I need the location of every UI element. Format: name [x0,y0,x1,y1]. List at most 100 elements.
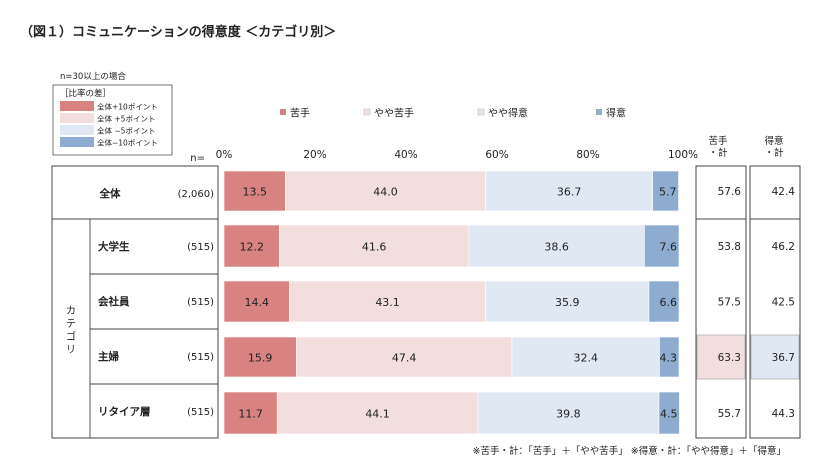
bar-segment [223,336,297,378]
bar-value-label: 5.7 [659,186,677,199]
n-value: (515) [187,407,214,418]
bar-segment [658,391,680,435]
n-value: (515) [187,297,214,308]
bar-value-label: 7.6 [660,241,678,254]
bar-segment [223,224,280,268]
highlight-cell [750,334,800,380]
bar-segment [485,170,653,212]
bar-segment [223,391,278,435]
x-tick-label: 60% [485,149,508,161]
bar-value-label: 47.4 [392,352,417,365]
bar-value-label: 41.6 [362,241,387,254]
bar-segment [223,280,290,323]
diff-legend-label: 全体−10ポイント [97,138,158,148]
bar-value-label: 4.5 [660,408,678,421]
category-label: リタイア層 [98,406,151,418]
bar-value-label: 14.4 [245,296,270,309]
chart-title: （図１）コミュニケーションの得意度 ＜カテゴリ別＞ [20,24,336,40]
x-tick-label: 0% [216,149,233,161]
bar-segment [652,170,679,212]
bar-value-label: 6.6 [660,296,678,309]
series-legend-label: やや得意 [488,107,528,120]
nigate-total-value: 63.3 [718,352,741,364]
diff-legend-label: 全体+10ポイント [97,102,158,112]
bar-value-label: 32.4 [573,352,598,365]
n-axis-label: n= [190,153,205,164]
bar-segment [279,224,470,268]
series-legend-swatch [596,109,602,115]
bar-value-label: 39.8 [556,408,581,421]
n-value: (2,060) [178,189,215,200]
bar-value-label: 11.7 [238,408,263,421]
highlight-cell [696,334,746,380]
bar-value-label: 38.6 [544,241,569,254]
bar-segment [648,280,680,323]
bar-segment [477,391,660,435]
diff-legend-swatch [60,137,94,147]
diff-legend-swatch [60,101,94,111]
series-legend-label: 得意 [606,107,626,120]
bar-segment [223,170,286,212]
diff-legend-title: ［比率の差］ [60,88,111,99]
x-tick-label: 100% [668,149,698,161]
bar-value-label: 12.2 [240,241,265,254]
diff-legend-swatch [60,113,94,123]
bar-segment [285,170,486,212]
tokui-total-header: ・計 [764,147,784,159]
tokui-total-header: 得意 [764,135,783,147]
category-group-label: ゴ [66,330,76,343]
n-value: (515) [187,242,214,253]
bar-segment [511,336,660,378]
bar-value-label: 43.1 [375,296,400,309]
category-group-label: リ [66,345,76,356]
nigate-column-frame [695,165,747,439]
bar-value-label: 44.0 [373,186,398,199]
series-legend-label: 苦手 [290,107,310,120]
bar-value-label: 35.9 [555,296,580,309]
bar-value-label: 13.5 [242,186,267,199]
bar-segment [485,280,650,323]
bar-segment [644,224,680,268]
tokui-total-value: 36.7 [772,352,795,364]
bar-segment [276,391,479,435]
nigate-total-value: 55.7 [718,408,741,420]
x-tick-label: 40% [394,149,417,161]
category-group-label: カ [66,305,76,317]
category-label: 全体 [99,187,121,200]
category-group-label: テ [66,319,76,330]
bar-value-label: 4.3 [660,352,678,365]
x-tick-label: 80% [576,149,599,161]
footnote: ※苦手・計：「苦手」＋「やや苦手」 ※得意・計：「やや得意」＋「得意」 [473,445,786,457]
nigate-total-value: 57.6 [718,186,742,198]
diff-legend-label: 全体 +5ポイント [97,114,155,124]
diff-legend-swatch [60,125,94,135]
tokui-total-value: 44.3 [772,408,795,420]
bar-value-label: 15.9 [248,352,273,365]
nigate-total-value: 53.8 [718,241,741,253]
category-label: 大学生 [98,240,130,253]
tokui-column-frame [749,165,801,439]
nigate-total-header: 苦手 [708,135,728,147]
n-value: (515) [187,352,214,363]
nigate-total-header: ・計 [708,147,728,159]
series-legend-swatch [363,108,371,116]
series-legend-label: やや苦手 [374,107,414,120]
category-label: 会社員 [98,295,130,308]
table-frame [51,165,219,439]
bar-segment [289,280,486,323]
threshold-note: n=30以上の場合 [60,71,126,82]
category-label: 主婦 [98,350,119,363]
bar-segment [659,336,680,378]
diff-legend-label: 全体 −5ポイント [97,126,155,136]
series-legend-swatch [280,109,286,115]
x-tick-label: 20% [303,149,326,161]
tokui-total-value: 46.2 [772,241,795,253]
bar-value-label: 36.7 [557,186,582,199]
series-legend-swatch [477,108,485,116]
tokui-total-value: 42.5 [772,297,795,309]
bar-value-label: 44.1 [365,408,390,421]
bar-segment [296,336,513,378]
tokui-total-value: 42.4 [772,186,796,198]
